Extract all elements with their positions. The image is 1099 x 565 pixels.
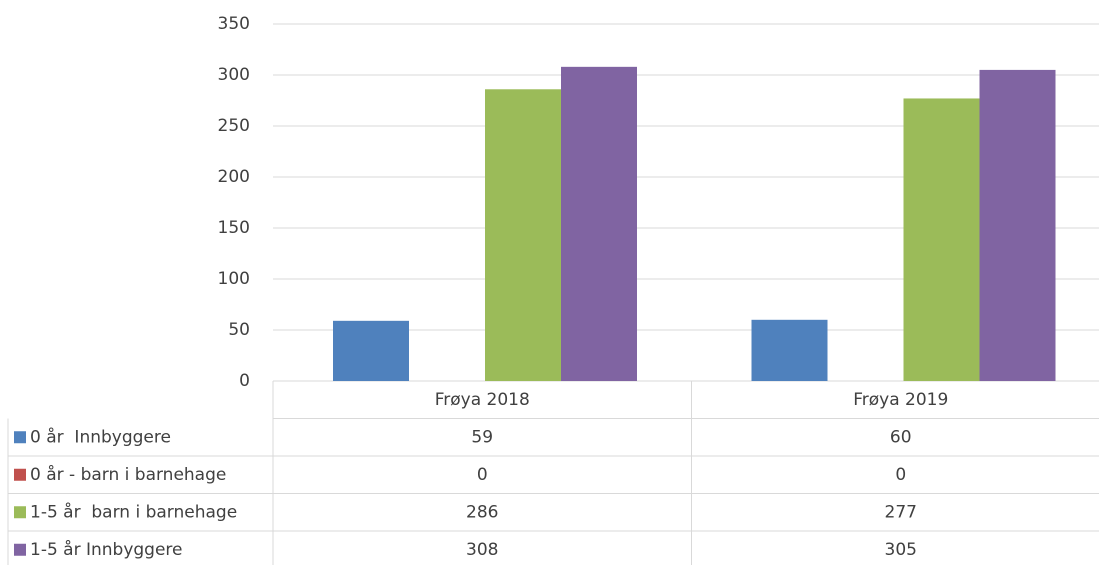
legend-key [14, 468, 26, 481]
x-tick-label: Frøya 2018 [435, 390, 530, 410]
bar [485, 89, 561, 381]
legend-key [14, 506, 26, 519]
legend-label: 1-5 år barn i barnehage [30, 501, 237, 522]
y-tick-label: 150 [218, 218, 250, 238]
y-tick-label: 250 [218, 116, 250, 136]
bar [903, 98, 980, 382]
legend-label: 0 år - barn i barnehage [30, 464, 226, 485]
legend-label: 1-5 år Innbyggere [30, 539, 183, 560]
table-value: 286 [466, 502, 498, 522]
bar [333, 320, 409, 381]
table-value: 0 [477, 465, 488, 485]
legend-key [14, 543, 26, 556]
table-value: 277 [885, 502, 917, 522]
table-value: 308 [466, 540, 498, 560]
y-tick-label: 350 [218, 14, 250, 34]
y-tick-label: 200 [218, 167, 250, 187]
x-tick-label: Frøya 2019 [853, 390, 948, 410]
table-value: 60 [890, 427, 912, 447]
table-value: 59 [471, 427, 493, 447]
table-value: 305 [885, 540, 917, 560]
y-tick-label: 100 [218, 269, 250, 289]
table-value: 0 [895, 465, 906, 485]
legend-key [14, 431, 26, 444]
bar [751, 319, 828, 381]
legend-label: 0 år Innbyggere [30, 426, 171, 447]
bar [979, 69, 1056, 382]
bar [561, 66, 637, 381]
y-tick-label: 300 [218, 65, 250, 85]
y-tick-label: 0 [239, 371, 250, 391]
y-tick-label: 50 [228, 320, 250, 340]
